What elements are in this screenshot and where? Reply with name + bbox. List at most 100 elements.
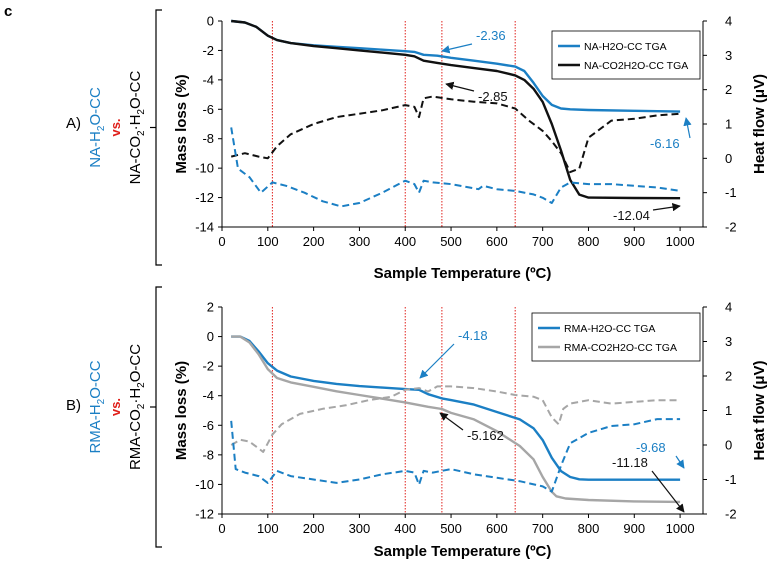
subscript: 2	[136, 382, 147, 388]
annotation-label: -4.18	[458, 328, 488, 343]
y-tick-label: -8	[202, 131, 214, 146]
y-tick-label: -14	[195, 220, 214, 235]
series-line-na-co2h2o-cc-tga	[231, 19, 681, 200]
y2-tick-label: -2	[725, 220, 737, 235]
legend-label: RMA-CO2H2O-CC TGA	[564, 342, 677, 354]
subscript: 2	[136, 109, 147, 115]
y2-axis-title: Heat flow (μV)	[751, 360, 768, 460]
y2-tick-label: 1	[725, 117, 732, 132]
y-axis-title: Mass loss (%)	[173, 74, 190, 173]
x-tick-label: 200	[303, 521, 325, 536]
y-tick-label: -12	[195, 190, 214, 205]
sample-label-text: ·H	[127, 115, 144, 131]
x-tick-label: 600	[486, 521, 508, 536]
sample-label-text: O-CC	[127, 71, 144, 109]
subscript: 2	[96, 125, 107, 131]
y-tick-label: -6	[202, 102, 214, 117]
x-tick-label: 500	[440, 521, 462, 536]
subscript: 2	[136, 403, 147, 409]
y2-tick-label: 4	[725, 300, 732, 315]
y-tick-label: -10	[195, 477, 214, 492]
x-tick-label: 300	[349, 521, 371, 536]
series-line-na-h2o-cc-dta	[230, 127, 681, 208]
y-tick-label: 0	[207, 14, 214, 29]
sample-label-h2o: NA-H2O-CC	[87, 87, 107, 168]
y-tick-label: -12	[195, 507, 214, 522]
vs-label: vs.	[108, 118, 123, 136]
y2-tick-label: 0	[725, 438, 732, 453]
y-tick-label: 0	[207, 329, 214, 344]
annotation-arrow	[419, 343, 455, 379]
x-tick-label: 900	[623, 521, 645, 536]
sample-label-text: RMA-H	[87, 404, 104, 453]
row-label: B)	[66, 397, 81, 414]
annotation-label: -2.85	[478, 89, 508, 104]
series-line-rma-h2o-cc-tga	[231, 335, 681, 481]
sample-label-text: RMA-CO	[127, 409, 144, 470]
y2-tick-label: 1	[725, 403, 732, 418]
annotation-label: -5.162	[467, 428, 504, 443]
y2-tick-label: 3	[725, 48, 732, 63]
sample-label-co2: NA-CO2·H2O-CC	[127, 71, 147, 185]
annotation-label: -12.04	[613, 208, 650, 223]
y-tick-label: -6	[202, 418, 214, 433]
legend-label: NA-H2O-CC TGA	[584, 41, 667, 53]
y-tick-label: -4	[202, 388, 214, 403]
x-tick-label: 300	[349, 234, 371, 249]
x-tick-label: 500	[440, 234, 462, 249]
x-tick-label: 700	[532, 521, 554, 536]
y2-tick-label: 0	[725, 151, 732, 166]
y2-axis-title: Heat flow (μV)	[751, 74, 768, 174]
sample-label-h2o: RMA-H2O-CC	[87, 360, 107, 453]
annotation-arrow	[441, 43, 473, 54]
x-tick-label: 1000	[666, 521, 695, 536]
y-tick-label: 2	[207, 300, 214, 315]
annotation-arrow	[683, 117, 692, 139]
y2-tick-label: -1	[725, 472, 737, 487]
x-tick-label: 800	[578, 234, 600, 249]
sample-label-text: NA-H	[87, 131, 104, 168]
x-tick-label: 900	[623, 234, 645, 249]
y2-tick-label: -1	[725, 185, 737, 200]
y-tick-label: -2	[202, 359, 214, 374]
sample-label-text: O-CC	[87, 87, 104, 125]
y2-tick-label: 3	[725, 334, 732, 349]
y-tick-label: -10	[195, 161, 214, 176]
legend-box	[531, 312, 701, 362]
figure-label: c	[4, 3, 12, 20]
y2-tick-label: -2	[725, 507, 737, 522]
y2-tick-label: 2	[725, 369, 732, 384]
vs-label: vs.	[108, 398, 123, 416]
panel-bracket	[155, 9, 162, 266]
sample-label-text: O-CC	[87, 360, 104, 398]
annotation-label: -2.36	[476, 28, 506, 43]
row-label: A)	[66, 115, 81, 132]
x-tick-label: 600	[486, 234, 508, 249]
y-tick-label: -4	[202, 72, 214, 87]
annotation-label: -9.68	[636, 440, 666, 455]
annotation-arrow	[439, 412, 464, 431]
x-axis-title: Sample Temperature (ºC)	[374, 265, 552, 282]
x-tick-label: 400	[394, 521, 416, 536]
x-tick-label: 0	[218, 234, 225, 249]
sample-label-co2: RMA-CO2·H2O-CC	[127, 344, 147, 470]
panel-bracket	[155, 286, 162, 548]
legend-label: NA-CO2H2O-CC TGA	[584, 60, 688, 72]
annotation-label: -11.18	[612, 455, 648, 470]
x-tick-label: 100	[257, 234, 279, 249]
series-line-rma-co2h2o-cc-dta	[230, 385, 681, 453]
annotation-label: -6.16	[650, 136, 680, 151]
sample-label-text: NA-CO	[127, 136, 144, 184]
series-line-rma-co2h2o-cc-tga	[231, 335, 681, 504]
x-tick-label: 0	[218, 521, 225, 536]
annotation-arrow	[445, 81, 475, 92]
subscript: 2	[96, 398, 107, 404]
x-tick-label: 1000	[666, 234, 695, 249]
y2-tick-label: 4	[725, 14, 732, 29]
series-line-rma-h2o-cc-dta	[230, 418, 681, 493]
x-tick-label: 100	[257, 521, 279, 536]
y-tick-label: -2	[202, 43, 214, 58]
